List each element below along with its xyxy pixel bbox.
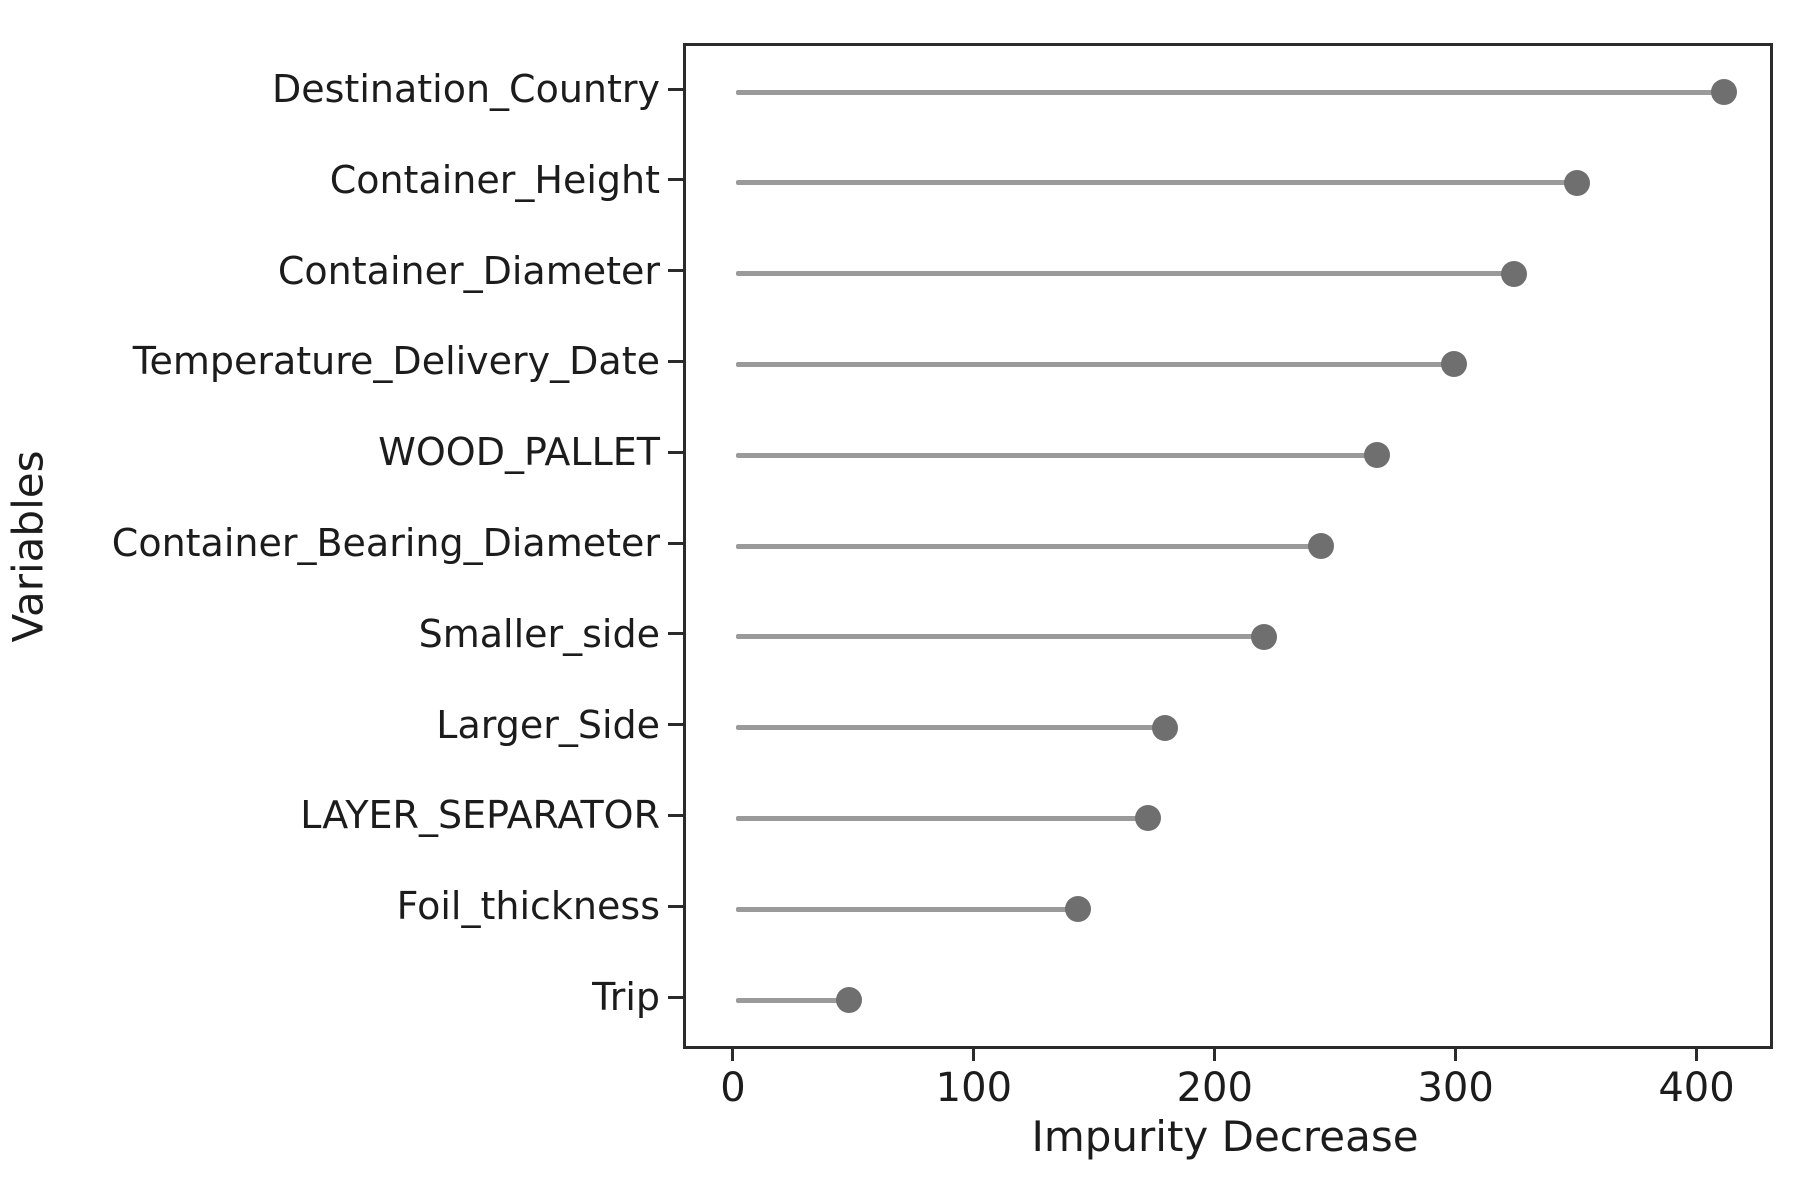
y-tick bbox=[668, 813, 683, 817]
dot-Container_Diameter bbox=[1501, 260, 1528, 287]
y-tick bbox=[668, 541, 683, 545]
x-tick bbox=[972, 1046, 976, 1061]
y-tick bbox=[668, 450, 683, 454]
stem-Larger_Side bbox=[735, 725, 1165, 731]
category-label: Larger_Side bbox=[436, 702, 660, 747]
category-label: Container_Height bbox=[329, 157, 660, 202]
dot-Smaller_side bbox=[1250, 623, 1277, 650]
dot-LAYER_SEPARATOR bbox=[1134, 805, 1161, 832]
category-label: Container_Bearing_Diameter bbox=[111, 521, 660, 565]
dot-Container_Bearing_Diameter bbox=[1308, 533, 1335, 559]
category-label: Trip bbox=[592, 975, 660, 1019]
x-tick bbox=[1213, 1046, 1217, 1061]
y-tick bbox=[668, 995, 683, 999]
stem-Smaller_side bbox=[735, 634, 1264, 640]
x-tick-label: 200 bbox=[1176, 1065, 1253, 1111]
dot-WOOD_PALLET bbox=[1363, 442, 1390, 469]
y-tick bbox=[668, 632, 683, 636]
category-label: Container_Diameter bbox=[277, 248, 660, 293]
category-label: Temperature_Delivery_Date bbox=[132, 339, 660, 384]
plot-area bbox=[683, 43, 1773, 1049]
y-tick bbox=[668, 904, 683, 908]
x-tick bbox=[1454, 1046, 1458, 1061]
stem-Temperature_Delivery_Date bbox=[735, 361, 1454, 367]
stem-Trip bbox=[735, 997, 850, 1003]
stem-LAYER_SEPARATOR bbox=[735, 815, 1148, 821]
x-tick-label: 300 bbox=[1417, 1065, 1494, 1111]
dot-Trip bbox=[836, 987, 863, 1013]
dot-Larger_Side bbox=[1151, 714, 1178, 741]
x-tick bbox=[731, 1046, 735, 1061]
category-label: WOOD_PALLET bbox=[378, 430, 660, 475]
y-tick bbox=[668, 723, 683, 727]
x-tick bbox=[1695, 1046, 1699, 1061]
category-label: LAYER_SEPARATOR bbox=[300, 793, 660, 838]
stem-Destination_Country bbox=[735, 89, 1724, 95]
x-tick-label: 0 bbox=[720, 1065, 746, 1111]
dot-Container_Height bbox=[1563, 169, 1590, 196]
stem-Foil_thickness bbox=[735, 906, 1079, 912]
x-tick-label: 100 bbox=[935, 1065, 1013, 1111]
stem-WOOD_PALLET bbox=[735, 452, 1377, 458]
dot-Destination_Country bbox=[1710, 79, 1737, 105]
stem-Container_Height bbox=[735, 180, 1577, 186]
x-tick-label: 400 bbox=[1658, 1065, 1735, 1111]
y-tick bbox=[668, 359, 683, 363]
category-label: Foil_thickness bbox=[396, 884, 660, 929]
y-tick bbox=[668, 178, 683, 182]
category-label: Destination_Country bbox=[271, 67, 660, 111]
stem-Container_Bearing_Diameter bbox=[735, 543, 1322, 549]
x-axis-title: Impurity Decrease bbox=[1031, 1112, 1419, 1161]
dot-Temperature_Delivery_Date bbox=[1440, 351, 1467, 378]
y-tick bbox=[668, 269, 683, 273]
y-tick bbox=[668, 87, 683, 91]
stem-Container_Diameter bbox=[735, 271, 1515, 277]
dot-Foil_thickness bbox=[1065, 896, 1092, 923]
category-label: Smaller_side bbox=[418, 611, 660, 656]
